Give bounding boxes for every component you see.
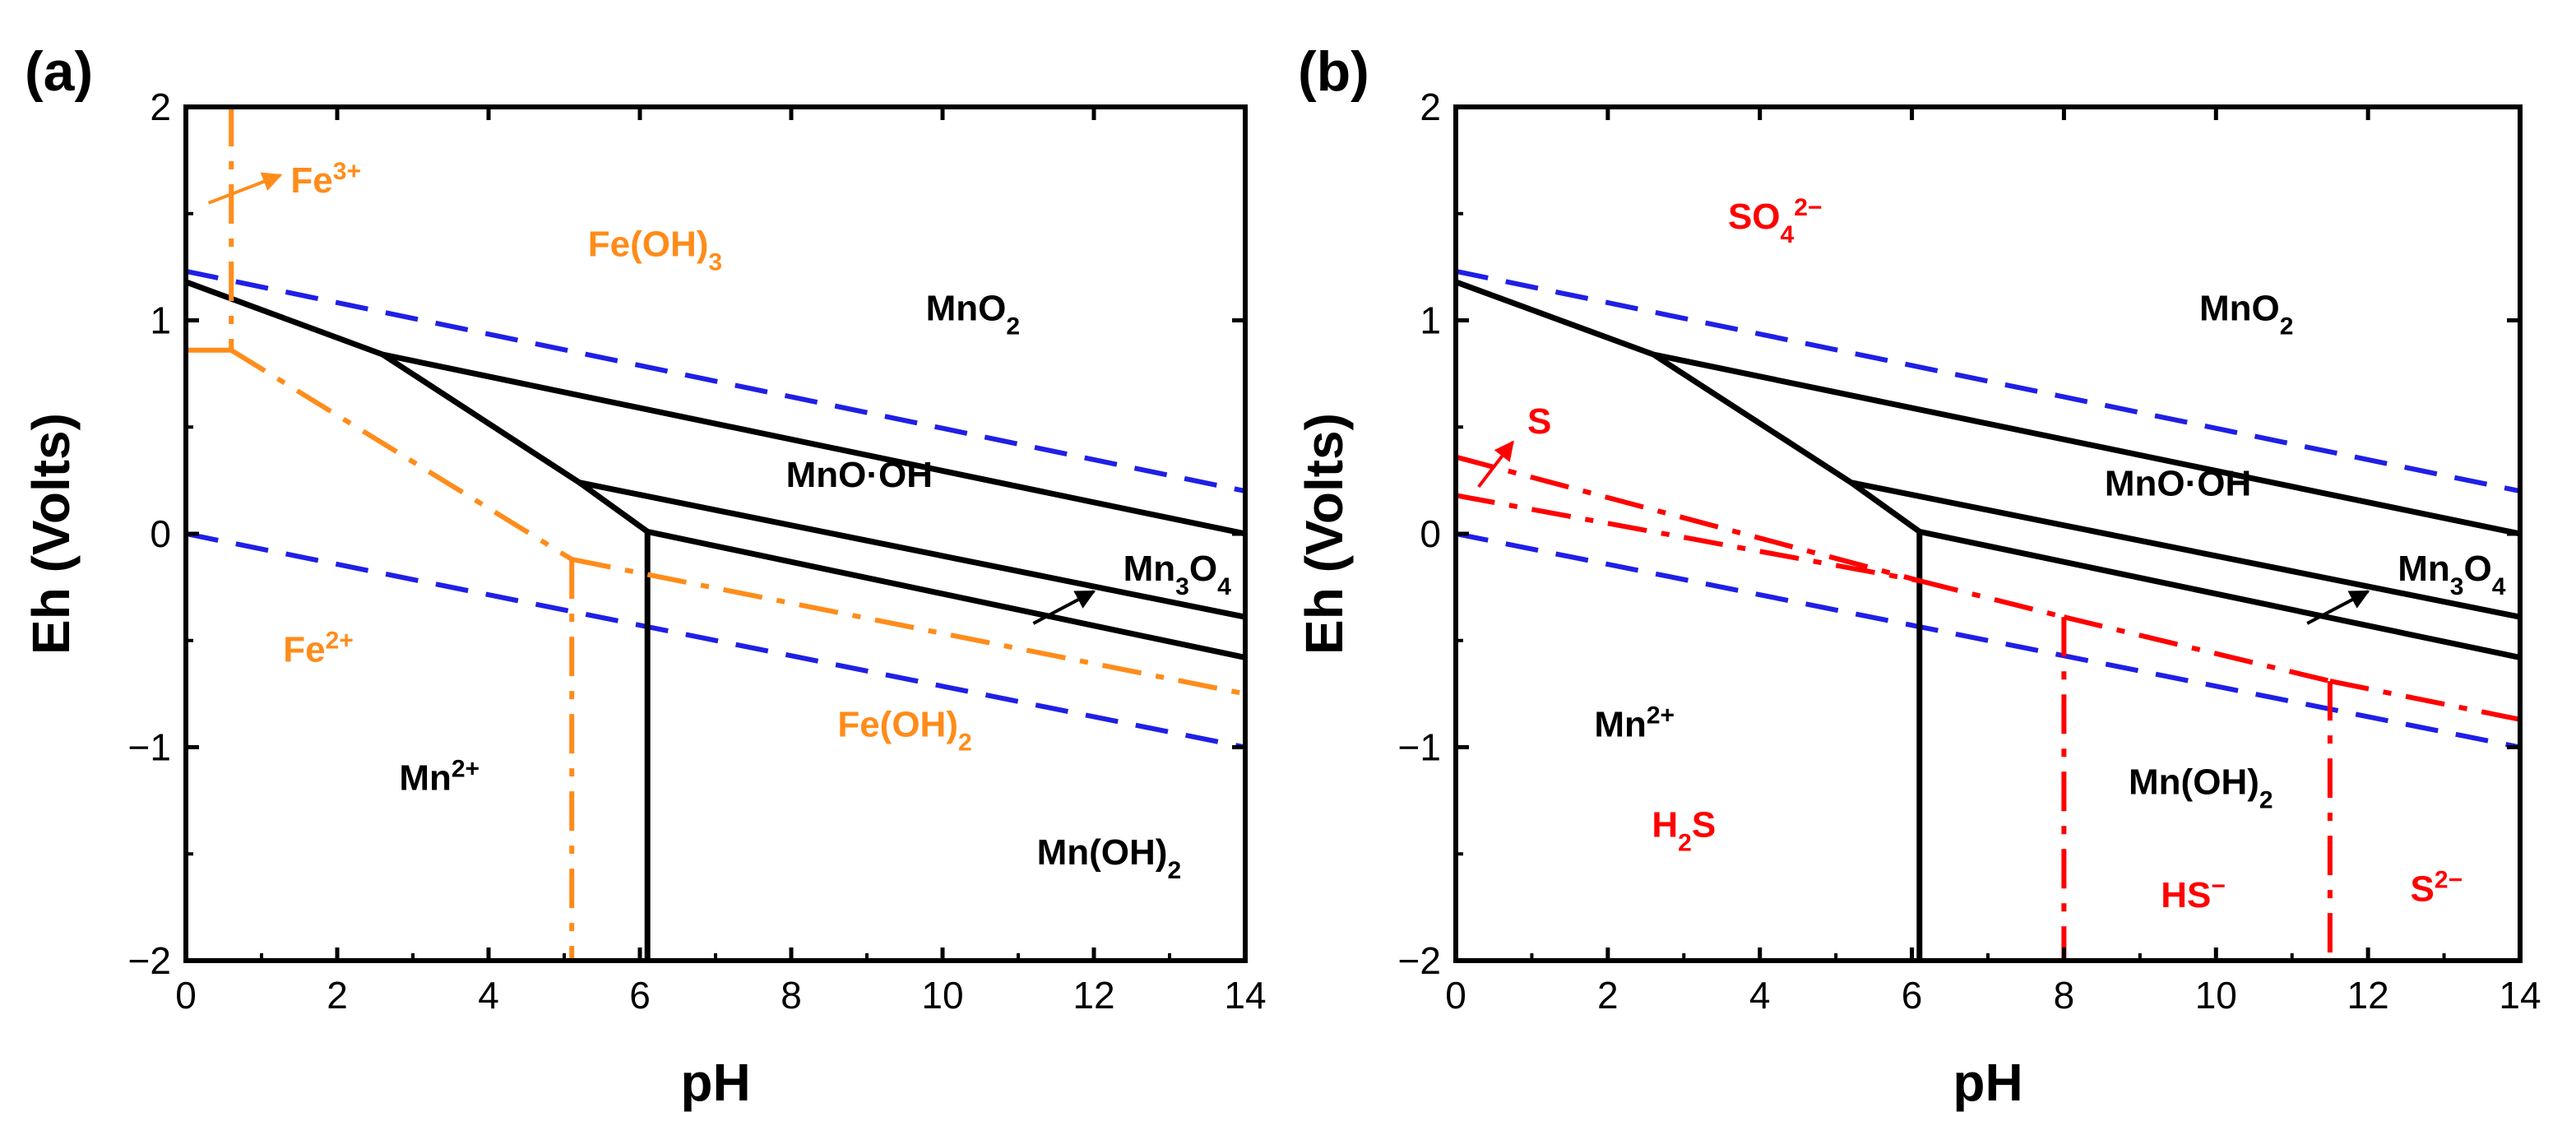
x-tick-label: 2	[1597, 974, 1619, 1017]
y-tick-label: 0	[150, 512, 171, 555]
mn3o4-arrow	[1032, 590, 1096, 625]
x-tick-label: 6	[629, 974, 651, 1017]
x-tick-label: 0	[1445, 974, 1466, 1017]
series-mno2-mno-oh	[1652, 351, 2520, 537]
x-tick-label: 14	[2499, 974, 2541, 1017]
series-mn2-mn3o4	[1849, 479, 1921, 535]
region-label: S2−	[2411, 866, 2463, 910]
series-water-upper	[1456, 268, 2520, 494]
series-mn2-mno-oh	[1652, 352, 1853, 485]
x-tick-label: 4	[478, 974, 499, 1017]
plot-frame	[1453, 104, 2523, 963]
series-water-lower	[1456, 531, 2520, 750]
region-label: H2S	[1652, 804, 1716, 856]
series-fe-oh-3-fe2-	[229, 348, 573, 562]
series-mno2-mn2-	[186, 279, 384, 358]
region-label: MnO·OH	[2105, 463, 2251, 503]
region-label: Mn2+	[1594, 702, 1675, 745]
region-label: MnO·OH	[786, 455, 933, 495]
series-mno2-mno-oh	[382, 351, 1245, 537]
region-label: Mn3O4	[2398, 549, 2505, 600]
series-mno-oh-mn3o4	[1850, 479, 2520, 620]
series-so4-hs-	[2063, 614, 2331, 684]
x-tick-label: 12	[1073, 974, 1114, 1017]
panel-label: (b)	[1298, 40, 1369, 103]
series-mn2-mno-oh	[381, 352, 581, 485]
y-tick-label: −1	[128, 726, 171, 769]
region-label: HS−	[2161, 873, 2226, 916]
series-water-upper	[186, 268, 1245, 494]
series-mn3o4-mn-oh-2	[1919, 528, 2520, 660]
y-tick-label: 2	[1420, 86, 1441, 128]
region-label: MnO2	[2199, 289, 2293, 340]
region-label: MnO2	[926, 289, 1020, 340]
region-label: SO42−	[1728, 193, 1822, 248]
y-tick-label: −2	[128, 939, 171, 982]
x-tick-label: 6	[1902, 974, 1923, 1017]
region-label: Fe(OH)2	[837, 705, 971, 757]
y-tick-label: 1	[1420, 299, 1441, 342]
series-lines	[186, 107, 1245, 961]
series-lines	[1456, 268, 2520, 961]
region-label: Mn(OH)2	[1037, 832, 1182, 884]
x-tick-label: 0	[175, 974, 197, 1017]
y-tick-label: 0	[1420, 512, 1441, 555]
x-axis-title: pH	[1953, 1053, 2022, 1112]
x-axis-title: pH	[680, 1053, 750, 1112]
series-mn2-mn3o4	[577, 479, 650, 535]
y-axis-title: Eh (Volts)	[1295, 413, 1354, 655]
series-fe-oh-3-fe-oh-2	[571, 557, 1245, 697]
series-mno-oh-mn3o4	[578, 479, 1245, 620]
series-water-lower	[186, 531, 1245, 750]
y-axis-title: Eh (Volts)	[21, 413, 81, 655]
region-label: Fe(OH)3	[588, 225, 722, 276]
series-so4-s2-	[2329, 679, 2520, 722]
series-so4-s	[1456, 454, 1920, 583]
series-mno2-mn2-	[1456, 279, 1655, 358]
y-tick-label: 2	[150, 86, 171, 128]
x-tick-label: 10	[2195, 974, 2237, 1017]
y-tick-label: −2	[1398, 939, 1441, 982]
region-label: S	[1527, 401, 1551, 442]
region-label: Fe3+	[290, 157, 361, 201]
series-mn3o4-mn-oh-2	[646, 528, 1245, 660]
mn3o4-arrow	[2306, 590, 2370, 625]
s-arrow	[1477, 440, 1514, 489]
series-so4-h2s	[1919, 578, 2065, 620]
x-tick-label: 14	[1224, 974, 1266, 1017]
x-tick-label: 2	[327, 974, 348, 1017]
panel-label: (a)	[25, 40, 93, 103]
series-s-h2s	[1456, 493, 1920, 584]
x-tick-label: 4	[1749, 974, 1771, 1017]
region-label: Fe2+	[283, 627, 354, 670]
y-tick-label: −1	[1398, 726, 1441, 769]
region-label: Mn(OH)2	[2129, 762, 2273, 814]
region-label: Mn2+	[399, 755, 480, 799]
x-tick-label: 12	[2347, 974, 2389, 1017]
region-label: Mn3O4	[1124, 549, 1231, 600]
x-tick-label: 8	[2054, 974, 2075, 1017]
y-tick-label: 1	[150, 299, 171, 342]
x-tick-label: 10	[921, 974, 963, 1017]
x-tick-label: 8	[781, 974, 802, 1017]
fe3-arrow	[207, 172, 283, 205]
